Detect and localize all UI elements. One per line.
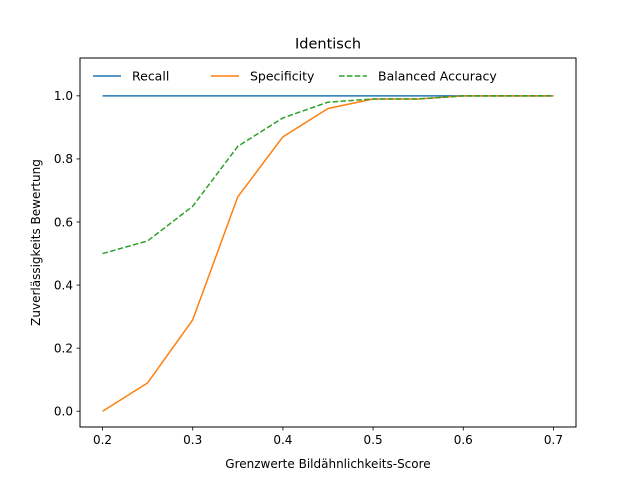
y-tick-label: 0.4 xyxy=(54,278,73,292)
plot-frame xyxy=(79,57,577,428)
y-axis-label: Zuverlässigkeits Bewertung xyxy=(29,159,43,326)
series-line-balanced-accuracy xyxy=(102,95,554,255)
x-tick-label: 0.2 xyxy=(93,433,112,447)
legend-label: Specificity xyxy=(250,69,315,84)
x-tick-label: 0.4 xyxy=(273,433,292,447)
x-axis-label: Grenzwerte Bildähnlichkeits-Score xyxy=(225,457,430,471)
x-tick-label: 0.5 xyxy=(364,433,383,447)
x-tick-label: 0.6 xyxy=(454,433,473,447)
y-tick-label: 1.0 xyxy=(54,89,73,103)
y-axis: 0.0 0.2 0.4 0.6 0.8 1.0 xyxy=(54,89,80,419)
legend-label: Balanced Accuracy xyxy=(378,69,497,84)
y-tick-label: 0.2 xyxy=(54,341,73,355)
x-tick-label: 0.7 xyxy=(544,433,563,447)
y-tick-label: 0.0 xyxy=(54,405,73,419)
legend: Recall Specificity Balanced Accuracy xyxy=(93,69,497,84)
series-lines xyxy=(102,95,554,412)
x-axis: 0.2 0.3 0.4 0.5 0.6 0.7 xyxy=(93,427,563,447)
x-tick-label: 0.3 xyxy=(183,433,202,447)
y-tick-label: 0.6 xyxy=(54,215,73,229)
legend-label: Recall xyxy=(132,69,169,84)
chart-title: Identisch xyxy=(295,37,361,53)
y-tick-label: 0.8 xyxy=(54,152,73,166)
